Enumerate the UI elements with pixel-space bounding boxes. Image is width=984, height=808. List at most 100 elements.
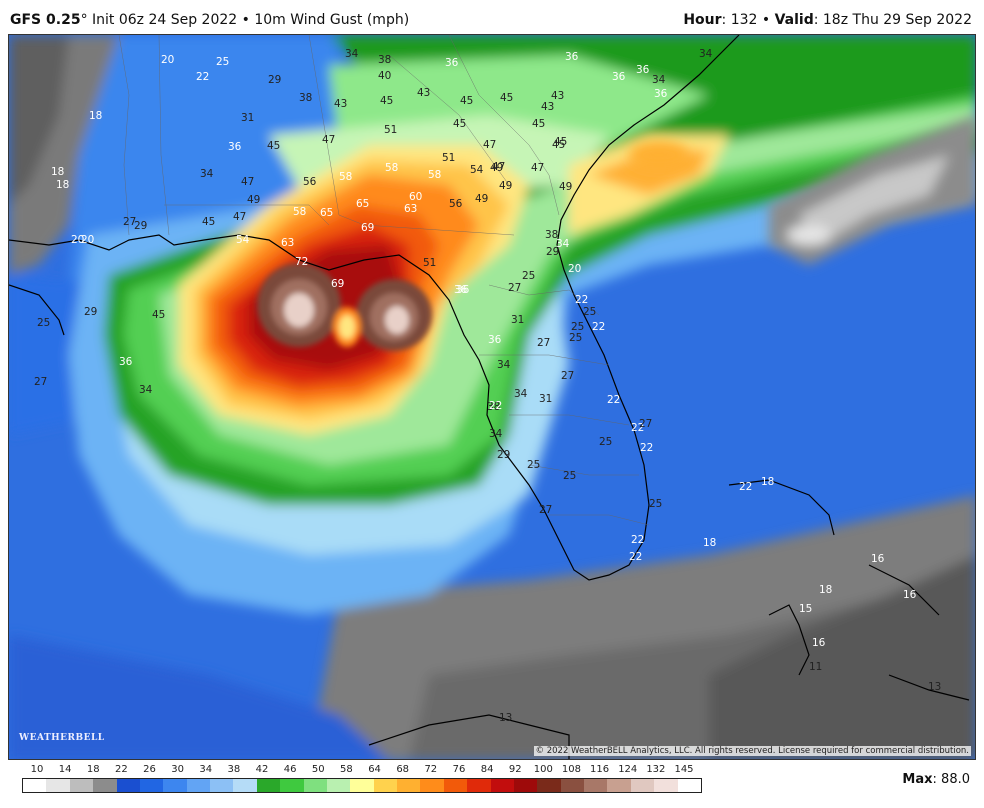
wind-gust-value-label: 22 [607, 394, 620, 406]
max-label: Max [902, 772, 933, 787]
wind-gust-value-label: 25 [216, 56, 229, 68]
wind-gust-value-label: 36 [565, 51, 579, 63]
wind-gust-map[interactable]: 20 25 22 29 34 38 40 36 36 36 36 34 36 34 18 31 38 43 45 43… [8, 34, 976, 760]
wind-gust-value-label: 72 [295, 256, 308, 268]
wind-gust-value-label: 45 [532, 118, 545, 130]
wind-gust-value-label: 22 [631, 422, 644, 434]
wind-gust-value-label: 18 [819, 584, 832, 596]
wind-gust-value-label: 29 [497, 449, 510, 461]
legend-swatch [139, 779, 164, 792]
wind-gust-value-label: 25 [527, 459, 540, 471]
wind-gust-value-label: 47 [492, 161, 505, 173]
legend-tick-labels: 10 14 18 22 26 30 34 38 42 46 50 58 64 68 72 76 84 92 100 1… [22, 764, 702, 778]
wind-gust-value-label: 45 [554, 136, 567, 148]
max-number: : 88.0 [932, 772, 970, 787]
wind-gust-value-label: 29 [84, 306, 97, 318]
legend-swatch [303, 779, 327, 792]
wind-gust-value-label: 49 [247, 194, 260, 206]
wind-gust-value-label: 36 [636, 64, 650, 76]
legend-swatch [373, 779, 397, 792]
wind-gust-value-label: 22 [196, 71, 209, 83]
wind-gust-value-label: 63 [281, 237, 294, 249]
legend-swatch [163, 779, 187, 792]
legend-tick: 100 [533, 764, 553, 775]
map-header: GFS 0.25° Init 06z 24 Sep 2022 • 10m Win… [0, 0, 984, 34]
wind-gust-value-label: 18 [761, 476, 774, 488]
state-county-lines [118, 35, 650, 526]
legend-color-bar [22, 778, 702, 793]
legend-swatch [350, 779, 374, 792]
legend-tick: 10 [30, 764, 44, 775]
wind-gust-value-label: 25 [37, 317, 50, 329]
legend-tick: 108 [561, 764, 582, 775]
wind-gust-value-label: 20 [161, 54, 174, 66]
wind-gust-value-label: 18 [51, 166, 64, 178]
wind-gust-value-label: 25 [599, 436, 612, 448]
legend-swatch [560, 779, 584, 792]
hour-value: : 132 • [721, 12, 775, 28]
model-name: GFS 0.25 [10, 12, 81, 28]
legend-tick: 14 [58, 764, 72, 775]
wind-gust-value-label: 36 [488, 334, 502, 346]
legend-tick: 46 [283, 764, 297, 775]
wind-gust-value-label: 36 [445, 57, 459, 69]
wind-gust-value-label: 43 [334, 98, 347, 110]
legend-swatch [93, 779, 117, 792]
wind-gust-value-label: 34 [345, 48, 359, 60]
wind-gust-value-label: 56 [303, 176, 317, 188]
wind-gust-value-label: 34 [699, 48, 713, 60]
wind-gust-value-label: 22 [575, 294, 588, 306]
legend-tick: 132 [646, 764, 666, 775]
wind-gust-value-label: 49 [559, 181, 572, 193]
legend-swatch [280, 779, 304, 792]
legend-swatch [397, 779, 421, 792]
wind-gust-value-label: 47 [322, 134, 335, 146]
wind-gust-value-label: 45 [453, 118, 466, 130]
wind-gust-value-label: 45 [460, 95, 473, 107]
legend-tick: 124 [618, 764, 638, 775]
weatherbell-logo: WEATHERBELL [19, 733, 105, 743]
wind-gust-value-label: 29 [134, 220, 147, 232]
legend-tick: 58 [340, 764, 353, 775]
wind-gust-value-label: 49 [475, 193, 488, 205]
max-value: Max: 88.0 [902, 772, 970, 787]
legend-tick: 145 [674, 764, 694, 775]
wind-gust-value-label: 38 [299, 92, 312, 104]
wind-gust-value-label: 27 [539, 504, 552, 516]
atlantic-gray-patch [629, 115, 975, 265]
wind-gust-value-label: 22 [739, 481, 752, 493]
legend-tick: 76 [452, 764, 466, 775]
legend-tick: 72 [424, 764, 438, 775]
legend-tick: 22 [115, 764, 128, 775]
wind-gust-value-label: 65 [356, 198, 369, 210]
wind-gust-value-label: 34 [489, 428, 503, 440]
wind-field-shading [9, 35, 975, 759]
color-legend: 10 14 18 22 26 30 34 38 42 46 50 58 64 68 72 76 84 92 100 1… [22, 764, 702, 804]
wind-gust-value-label: 22 [629, 551, 642, 563]
wind-gust-value-label: 27 [561, 370, 574, 382]
legend-tick: 30 [171, 764, 185, 775]
wind-gust-value-label: 58 [385, 162, 398, 174]
wind-gust-value-label: 38 [545, 229, 558, 241]
wind-gust-value-label: 25 [571, 321, 584, 333]
wind-gust-value-label: 31 [241, 112, 254, 124]
wind-gust-value-label: 45 [500, 92, 513, 104]
wind-gust-value-label: 20 [81, 234, 94, 246]
wind-gust-value-label: 11 [809, 661, 822, 673]
legend-swatch [513, 779, 538, 792]
legend-tick: 26 [143, 764, 156, 775]
copyright-notice: © 2022 WeatherBELL Analytics, LLC. All r… [533, 746, 971, 756]
wind-gust-value-label: 47 [241, 176, 254, 188]
wind-gust-value-label: 69 [361, 222, 374, 234]
wind-gust-value-label: 25 [563, 470, 576, 482]
wind-gust-value-label: 45 [267, 140, 280, 152]
wind-gust-value-label: 45 [552, 139, 565, 151]
wind-gust-value-label: 25 [569, 332, 582, 344]
wind-gust-value-label: 36 [228, 141, 242, 153]
degree-symbol: ° [80, 12, 88, 28]
legend-tick: 42 [255, 764, 269, 775]
legend-swatch [116, 779, 140, 792]
wind-gust-value-label: 18 [89, 110, 102, 122]
wind-gust-value-label: 25 [649, 498, 662, 510]
legend-swatch [46, 779, 70, 792]
